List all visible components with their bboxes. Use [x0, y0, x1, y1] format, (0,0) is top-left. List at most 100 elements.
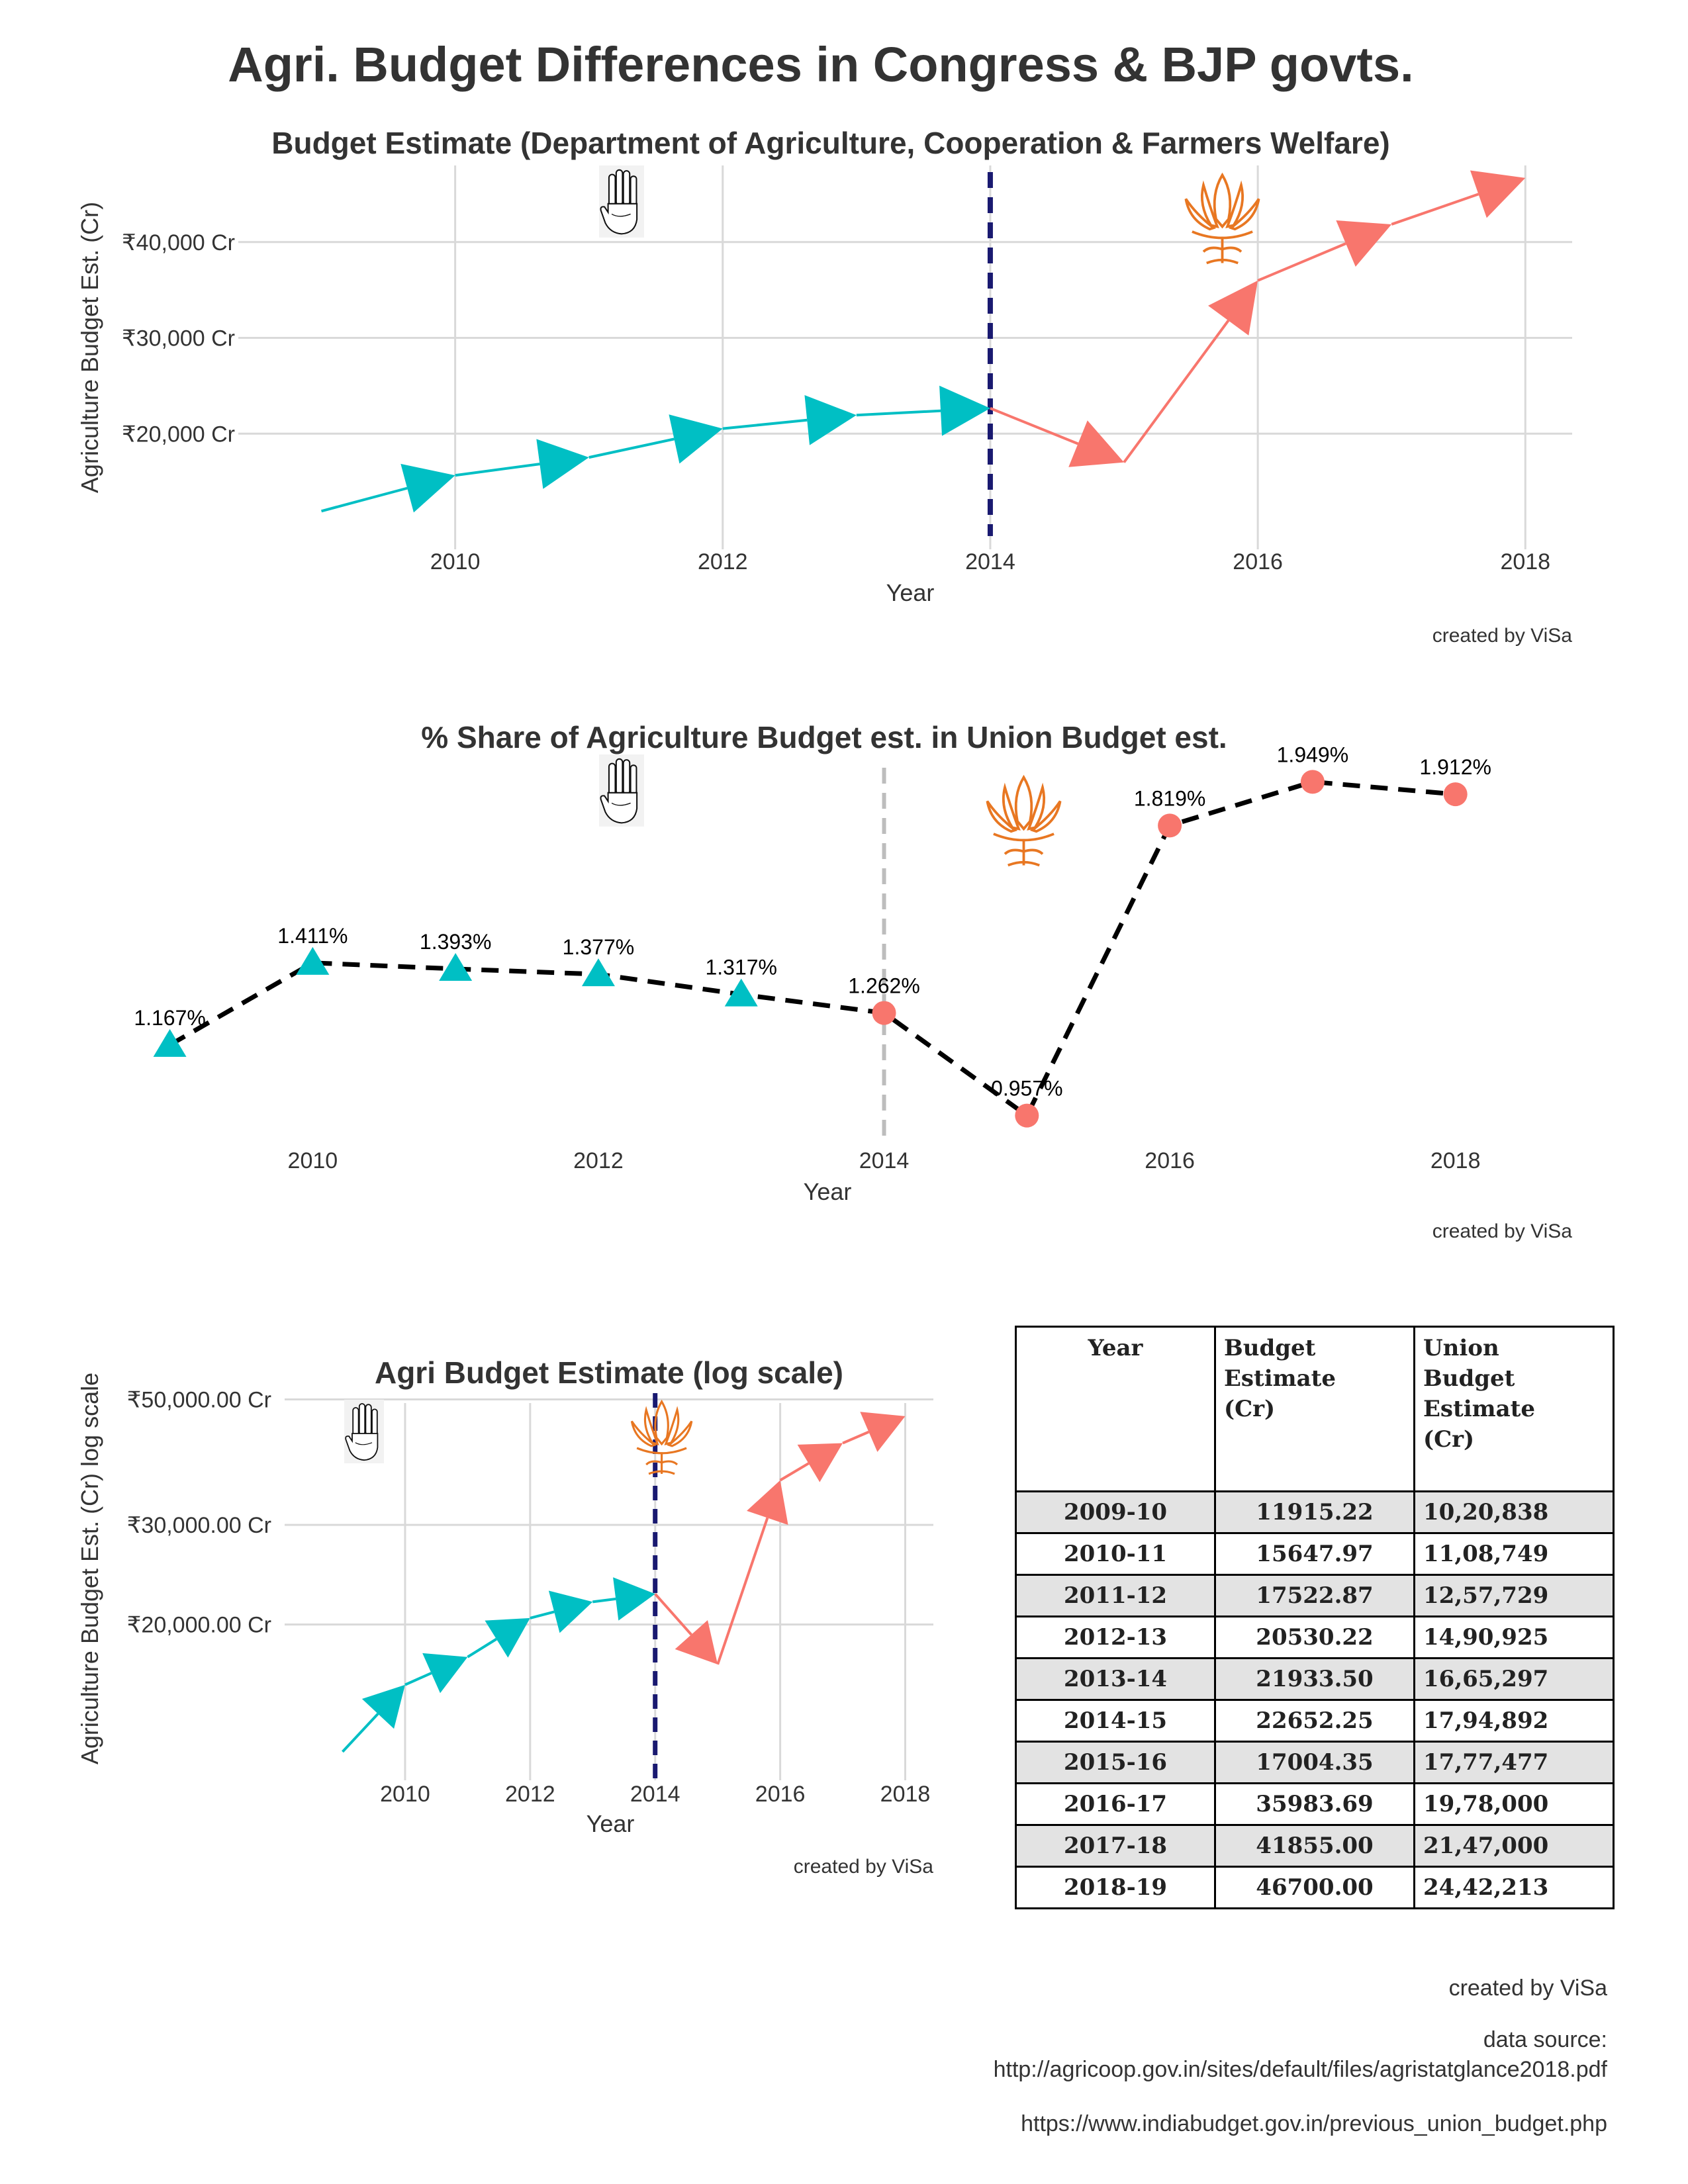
cell-budget: 46700.00 — [1214, 1866, 1415, 1909]
triangle-point — [581, 958, 615, 987]
hand-finger — [365, 1404, 372, 1435]
circle-point — [872, 1001, 896, 1025]
lotus-petal — [1184, 198, 1217, 231]
series-segment-line — [467, 1637, 497, 1659]
lotus-leaf — [1202, 246, 1243, 253]
x-tick-label: 2012 — [505, 1782, 555, 1807]
series-segment-arrowhead — [1336, 220, 1392, 267]
chart-caption: created by ViSa — [1432, 625, 1573, 647]
series-segment-line — [455, 463, 540, 477]
header-year: Year — [1015, 1326, 1216, 1492]
header-union-line: Union — [1423, 1335, 1499, 1361]
hand-line — [611, 213, 631, 217]
footer-created: created by ViSa — [1448, 1976, 1607, 2001]
share-percent-chart: 2010 2012 2014 2016 2018 % Share of Agricultu… — [134, 720, 1572, 1242]
cell-year: 2017-18 — [1015, 1824, 1216, 1868]
x-tick-label: 2016 — [755, 1782, 806, 1807]
table-row: 2018-19 46700.00 24,42,213 — [1015, 1866, 1615, 1909]
circle-point — [1158, 813, 1182, 838]
footer-source-label: data source: — [1483, 2027, 1607, 2052]
x-tick-label: 2018 — [1500, 549, 1550, 574]
table-row: 2015-16 17004.35 17,77,477 — [1015, 1741, 1615, 1784]
cell-union: 17,94,892 — [1413, 1699, 1615, 1743]
cell-budget: 15647.97 — [1214, 1532, 1415, 1576]
lotus-petal — [630, 1420, 657, 1447]
series-segment-line — [592, 1597, 616, 1604]
series-segment-arrowhead — [536, 439, 589, 489]
y-tick-label: ₹30,000 Cr — [122, 326, 235, 351]
series-segment-arrowhead — [400, 463, 455, 513]
circle-point — [1443, 782, 1468, 807]
cell-union: 14,90,925 — [1413, 1615, 1615, 1659]
x-tick-label: 2014 — [859, 1148, 910, 1173]
triangle-point — [296, 946, 330, 975]
table-row: 2017-18 41855.00 21,47,000 — [1015, 1824, 1615, 1868]
share-line — [168, 779, 1456, 1119]
cell-year: 2011-12 — [1015, 1574, 1216, 1617]
series-segment-line — [321, 486, 408, 513]
x-tick-label: 2018 — [880, 1782, 931, 1807]
cell-year: 2014-15 — [1015, 1699, 1216, 1743]
header-budget: Budget Estimate (Cr) — [1214, 1326, 1415, 1492]
lotus-petal — [1225, 180, 1244, 228]
triangle-point — [153, 1028, 187, 1057]
cell-budget: 41855.00 — [1214, 1824, 1415, 1868]
data-label: 1.819% — [1134, 786, 1206, 810]
hand-finger — [630, 175, 637, 208]
header-budget-line: Estimate — [1224, 1365, 1336, 1392]
x-tick-label: 2014 — [630, 1782, 680, 1807]
chart-caption: created by ViSa — [794, 1856, 934, 1878]
cell-union: 19,78,000 — [1413, 1782, 1615, 1826]
series-segment-arrowhead — [797, 1443, 843, 1482]
lotus-petal — [1228, 198, 1260, 231]
x-axis-label: Year — [804, 1178, 852, 1205]
series-segment-line — [990, 407, 1079, 445]
series-segment-arrowhead — [1208, 280, 1258, 336]
hand-finger — [622, 759, 631, 795]
cell-year: 2012-13 — [1015, 1615, 1216, 1659]
data-label: 1.912% — [1419, 755, 1491, 779]
series-segment-arrowhead — [613, 1577, 655, 1621]
table-row: 2010-11 15647.97 11,08,749 — [1015, 1532, 1615, 1576]
x-tick-label: 2010 — [430, 549, 481, 574]
cell-union: 10,20,838 — [1413, 1490, 1615, 1534]
x-axis-label: Year — [586, 1810, 635, 1837]
hand-finger — [371, 1408, 378, 1437]
data-label: 1.377% — [563, 935, 635, 959]
series-segment-line — [842, 1430, 870, 1445]
footer-source-2: https://www.indiabudget.gov.in/previous_… — [1021, 2111, 1607, 2136]
cell-year: 2009-10 — [1015, 1490, 1216, 1534]
cell-budget: 35983.69 — [1214, 1782, 1415, 1826]
bjp-lotus-icon — [1184, 172, 1260, 265]
lotus-petal — [643, 1406, 659, 1445]
header-union-line: Budget — [1423, 1365, 1515, 1392]
x-tick-label: 2014 — [965, 549, 1015, 574]
congress-hand-icon — [344, 1400, 384, 1463]
cell-budget: 22652.25 — [1214, 1699, 1415, 1743]
series-segment-arrowhead — [804, 394, 857, 445]
cell-union: 24,42,213 — [1413, 1866, 1615, 1909]
series-segment-line — [654, 1593, 692, 1636]
lotus-petal — [1029, 800, 1062, 833]
series-segment-line — [722, 418, 808, 430]
triangle-point — [724, 978, 758, 1007]
x-tick-label: 2012 — [573, 1148, 624, 1173]
series-segment-arrowhead — [939, 385, 990, 436]
x-tick-label: 2010 — [288, 1148, 338, 1173]
circle-point — [1300, 770, 1325, 794]
chart-title: % Share of Agriculture Budget est. in Un… — [421, 720, 1227, 754]
hand-line — [355, 1442, 373, 1445]
table-row: 2009-10 11915.22 10,20,838 — [1015, 1490, 1615, 1534]
table-row: 2011-12 17522.87 12,57,729 — [1015, 1574, 1615, 1617]
hand-finger — [630, 764, 637, 797]
series-segment-arrowhead — [860, 1412, 906, 1452]
table-row: 2013-14 21933.50 16,65,297 — [1015, 1657, 1615, 1701]
series-segment-arrowhead — [747, 1480, 788, 1525]
circle-point — [1015, 1103, 1039, 1128]
hand-finger — [608, 762, 616, 796]
header-budget-line: (Cr) — [1224, 1396, 1276, 1422]
hand-finger — [352, 1407, 359, 1436]
cell-year: 2018-19 — [1015, 1866, 1216, 1909]
hand-finger — [615, 758, 624, 795]
series-segment-arrowhead — [1068, 420, 1125, 467]
